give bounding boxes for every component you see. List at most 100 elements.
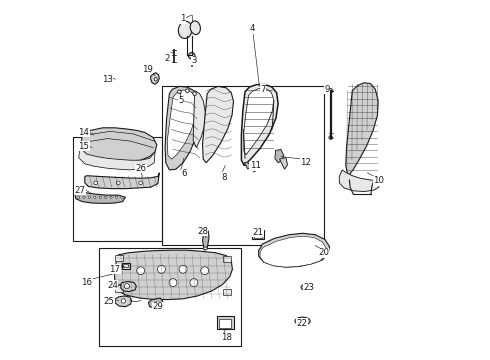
Ellipse shape [178, 90, 181, 94]
Text: 22: 22 [296, 319, 307, 328]
Ellipse shape [190, 21, 200, 35]
Ellipse shape [110, 196, 112, 198]
Ellipse shape [77, 196, 80, 198]
Bar [99, 248, 242, 346]
Ellipse shape [157, 265, 166, 273]
Text: 14: 14 [78, 128, 89, 137]
Ellipse shape [94, 196, 96, 198]
Bar [73, 137, 162, 241]
Ellipse shape [137, 267, 145, 275]
Ellipse shape [178, 21, 192, 39]
Ellipse shape [297, 319, 308, 324]
Ellipse shape [189, 53, 195, 59]
Text: 4: 4 [249, 24, 255, 33]
Ellipse shape [190, 279, 198, 287]
Ellipse shape [203, 247, 208, 250]
Polygon shape [121, 282, 136, 292]
Polygon shape [346, 83, 378, 176]
Polygon shape [202, 86, 233, 163]
Text: 25: 25 [103, 297, 115, 306]
Polygon shape [193, 91, 205, 148]
Polygon shape [148, 298, 163, 308]
Polygon shape [250, 163, 258, 172]
Polygon shape [245, 162, 250, 169]
Polygon shape [167, 90, 197, 159]
Text: 2: 2 [165, 54, 171, 63]
Polygon shape [79, 148, 155, 170]
Polygon shape [259, 233, 330, 267]
Polygon shape [275, 149, 284, 163]
Ellipse shape [104, 196, 107, 198]
Polygon shape [242, 85, 278, 166]
Ellipse shape [193, 92, 196, 95]
Ellipse shape [117, 181, 120, 185]
Polygon shape [244, 89, 274, 155]
Text: 7: 7 [260, 85, 266, 94]
Ellipse shape [295, 317, 310, 325]
Ellipse shape [169, 279, 177, 287]
Polygon shape [115, 296, 132, 307]
Ellipse shape [94, 181, 98, 185]
Text: 15: 15 [78, 141, 89, 150]
Polygon shape [75, 192, 125, 203]
Polygon shape [80, 128, 157, 161]
Bar [162, 86, 324, 245]
Ellipse shape [186, 89, 189, 93]
Ellipse shape [301, 284, 313, 291]
Polygon shape [260, 236, 326, 267]
Bar [252, 230, 264, 239]
Text: 17: 17 [109, 265, 120, 274]
Bar [122, 263, 130, 269]
Ellipse shape [329, 136, 333, 139]
Ellipse shape [201, 267, 209, 275]
Polygon shape [151, 73, 159, 84]
Text: 3: 3 [192, 56, 197, 65]
Polygon shape [339, 170, 379, 192]
Ellipse shape [139, 181, 143, 185]
Text: 18: 18 [221, 333, 232, 342]
Bar [115, 285, 122, 292]
Text: 6: 6 [181, 169, 187, 178]
Text: 23: 23 [304, 283, 315, 292]
Text: 29: 29 [152, 302, 163, 311]
Text: 9: 9 [324, 85, 330, 94]
Text: 20: 20 [318, 248, 329, 257]
Polygon shape [115, 250, 232, 300]
Text: 24: 24 [107, 281, 118, 289]
Bar [219, 319, 231, 328]
Ellipse shape [99, 196, 101, 198]
Polygon shape [202, 230, 209, 250]
Polygon shape [85, 173, 159, 189]
Text: 28: 28 [197, 227, 208, 236]
Ellipse shape [303, 285, 311, 289]
Ellipse shape [179, 265, 187, 273]
Bar [123, 264, 127, 267]
Ellipse shape [124, 284, 129, 289]
Bar [254, 232, 262, 238]
Text: 10: 10 [373, 176, 385, 185]
Bar [223, 289, 231, 295]
Bar [217, 316, 234, 329]
Polygon shape [280, 158, 288, 169]
Text: 13: 13 [102, 76, 113, 85]
Text: 5: 5 [178, 96, 184, 105]
Ellipse shape [83, 196, 85, 198]
Polygon shape [165, 86, 199, 170]
Bar [115, 255, 122, 261]
Text: 27: 27 [74, 186, 86, 194]
Text: 12: 12 [300, 158, 311, 167]
Bar [223, 256, 231, 262]
Ellipse shape [116, 196, 118, 198]
Ellipse shape [88, 196, 91, 198]
Ellipse shape [121, 196, 123, 198]
Ellipse shape [328, 89, 333, 93]
Text: 19: 19 [142, 65, 152, 74]
Text: 8: 8 [221, 173, 227, 181]
Text: 1: 1 [180, 14, 186, 23]
Text: 21: 21 [252, 228, 263, 237]
Text: 16: 16 [81, 278, 92, 287]
Text: 26: 26 [136, 164, 147, 173]
Text: 11: 11 [249, 161, 261, 170]
Ellipse shape [121, 299, 125, 303]
Ellipse shape [154, 77, 157, 81]
